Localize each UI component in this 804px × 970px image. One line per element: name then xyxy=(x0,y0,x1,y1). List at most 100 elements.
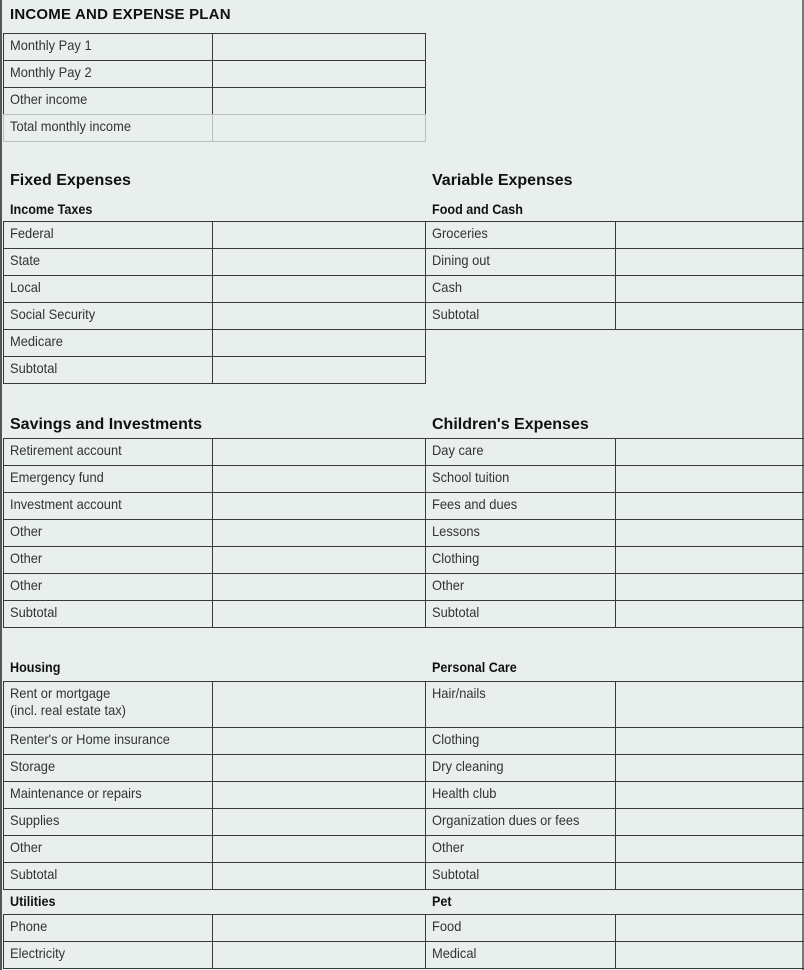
amount-field[interactable] xyxy=(211,113,426,142)
amount-field[interactable] xyxy=(211,220,426,249)
amount-field[interactable] xyxy=(211,599,426,628)
amount-field[interactable] xyxy=(614,491,804,520)
row-label: Health club xyxy=(424,780,616,809)
row-label-text: Monthly Pay 2 xyxy=(9,63,92,80)
row-label-text: Retirement account xyxy=(9,441,122,458)
amount-field[interactable] xyxy=(211,780,426,809)
amount-field[interactable] xyxy=(211,518,426,547)
table-row: Monthly Pay 2 xyxy=(2,59,426,88)
amount-field[interactable] xyxy=(614,599,804,628)
row-label: Emergency fund xyxy=(2,464,213,493)
amount-field[interactable] xyxy=(211,274,426,303)
row-label-text: Subtotal xyxy=(9,603,57,620)
amount-field[interactable] xyxy=(614,437,804,466)
amount-field[interactable] xyxy=(614,726,804,755)
amount-field[interactable] xyxy=(211,572,426,601)
amount-field[interactable] xyxy=(614,834,804,863)
row-label-text: Day care xyxy=(431,441,484,458)
amount-field[interactable] xyxy=(211,328,426,357)
form-title: INCOME AND EXPENSE PLAN xyxy=(10,6,231,23)
amount-field[interactable] xyxy=(211,464,426,493)
row-label-text: Subtotal xyxy=(9,359,57,376)
row-label: Subtotal xyxy=(424,861,616,890)
amount-field[interactable] xyxy=(614,780,804,809)
amount-field[interactable] xyxy=(211,940,426,969)
amount-field[interactable] xyxy=(614,247,804,276)
amount-field[interactable] xyxy=(614,807,804,836)
amount-field[interactable] xyxy=(211,545,426,574)
amount-field[interactable] xyxy=(614,940,804,969)
table-row: Other xyxy=(424,834,804,863)
row-label: Food xyxy=(424,913,616,942)
row-label: Dining out xyxy=(424,247,616,276)
amount-field[interactable] xyxy=(614,572,804,601)
amount-field[interactable] xyxy=(614,753,804,782)
row-label: Rent or mortgage (incl. real estate tax) xyxy=(2,680,213,728)
table-row: Subtotal xyxy=(2,355,426,384)
row-label: Renter's or Home insurance xyxy=(2,726,213,755)
row-label-text: Monthly Pay 1 xyxy=(9,36,92,53)
table-row: Other xyxy=(2,518,426,547)
amount-field[interactable] xyxy=(614,913,804,942)
amount-field[interactable] xyxy=(211,301,426,330)
row-label-text: School tuition xyxy=(431,468,509,485)
row-label-text: Rent or mortgage (incl. real estate tax) xyxy=(9,684,126,718)
row-label: Subtotal xyxy=(2,355,213,384)
row-label: Total monthly income xyxy=(2,113,213,142)
amount-field[interactable] xyxy=(211,861,426,890)
row-label: Day care xyxy=(424,437,616,466)
row-label-text: Clothing xyxy=(431,730,479,747)
amount-field[interactable] xyxy=(211,59,426,88)
amount-field[interactable] xyxy=(211,726,426,755)
row-label: Hair/nails xyxy=(424,680,616,728)
table-row: Total monthly income xyxy=(2,113,426,142)
table-row: Subtotal xyxy=(424,861,804,890)
row-label-text: State xyxy=(9,251,40,268)
row-label: Other xyxy=(424,572,616,601)
amount-field[interactable] xyxy=(211,491,426,520)
row-label-text: Lessons xyxy=(431,522,480,539)
amount-field[interactable] xyxy=(211,86,426,115)
row-label: Other xyxy=(2,545,213,574)
row-label-text: Electricity xyxy=(9,944,65,961)
row-label: Clothing xyxy=(424,726,616,755)
table-row: Other xyxy=(2,572,426,601)
row-label: Phone xyxy=(2,913,213,942)
amount-field[interactable] xyxy=(211,355,426,384)
utilities-label: Utilities xyxy=(10,893,56,909)
row-label-text: Other income xyxy=(9,90,87,107)
table-row: Other income xyxy=(2,86,426,115)
row-label: Monthly Pay 2 xyxy=(2,59,213,88)
savings-heading: Savings and Investments xyxy=(10,416,203,433)
amount-field[interactable] xyxy=(614,301,804,330)
amount-field[interactable] xyxy=(614,680,804,728)
table-row: Other xyxy=(2,834,426,863)
amount-field[interactable] xyxy=(614,518,804,547)
table-row: State xyxy=(2,247,426,276)
amount-field[interactable] xyxy=(211,247,426,276)
amount-field[interactable] xyxy=(211,437,426,466)
amount-field[interactable] xyxy=(614,274,804,303)
table-row: Local xyxy=(2,274,426,303)
amount-field[interactable] xyxy=(211,834,426,863)
amount-field[interactable] xyxy=(211,680,426,728)
amount-field[interactable] xyxy=(211,807,426,836)
amount-field[interactable] xyxy=(211,32,426,61)
row-label-text: Food xyxy=(431,917,461,934)
row-label-text: Emergency fund xyxy=(9,468,104,485)
income-taxes-label: Income Taxes xyxy=(10,201,93,217)
row-label-text: Dining out xyxy=(431,251,490,268)
row-label-text: Subtotal xyxy=(431,305,479,322)
row-label-text: Other xyxy=(431,838,464,855)
amount-field[interactable] xyxy=(614,220,804,249)
amount-field[interactable] xyxy=(614,545,804,574)
amount-field[interactable] xyxy=(614,464,804,493)
amount-field[interactable] xyxy=(614,861,804,890)
row-label-text: Medicare xyxy=(9,332,63,349)
table-row: Maintenance or repairs xyxy=(2,780,426,809)
amount-field[interactable] xyxy=(211,753,426,782)
table-row: Cash xyxy=(424,274,804,303)
row-label: Retirement account xyxy=(2,437,213,466)
amount-field[interactable] xyxy=(211,913,426,942)
row-label: Lessons xyxy=(424,518,616,547)
